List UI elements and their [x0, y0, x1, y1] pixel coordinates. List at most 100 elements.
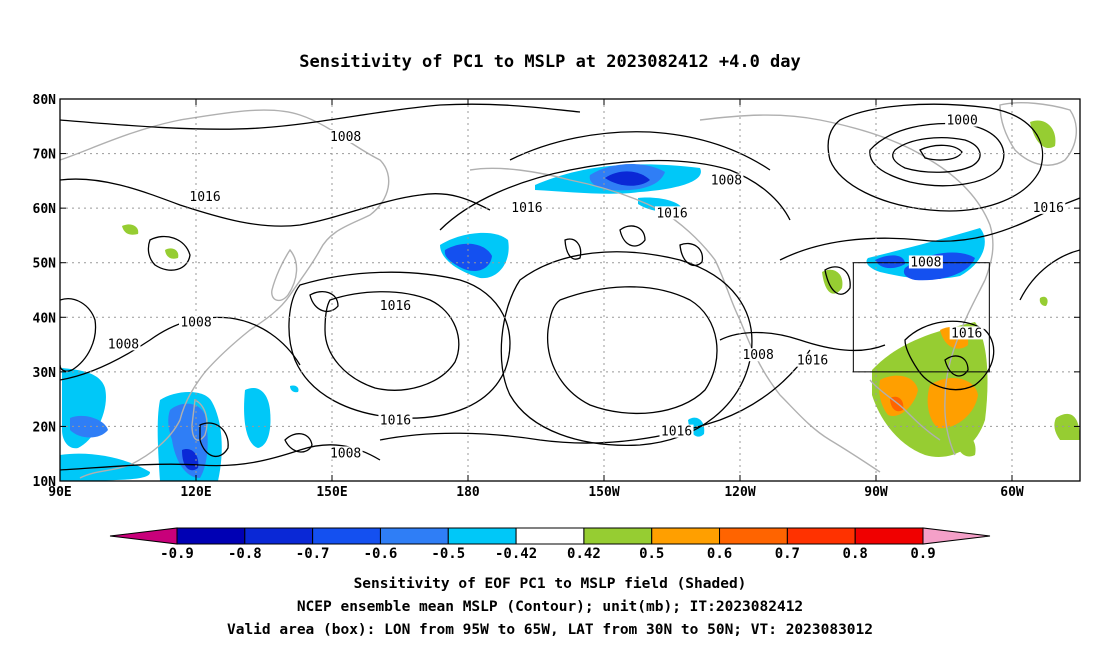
- contour-label: 1016: [656, 206, 687, 221]
- contour-labels: 1008 1016 1008 1008 1016 1016 1008 1016 1016 1008…: [106, 113, 1066, 461]
- contour-line: [824, 266, 851, 295]
- lon-tick-label: 150W: [588, 485, 619, 500]
- contour-label: 1008: [711, 174, 742, 189]
- colorbar-tick-label: 0.42: [567, 546, 601, 562]
- map-grid: [60, 99, 1080, 481]
- shade-green: [955, 433, 976, 457]
- contour-label-bg: [1031, 200, 1066, 214]
- captions: Sensitivity of EOF PC1 to MSLP field (Sh…: [227, 576, 873, 638]
- colorbar-segment: [244, 527, 314, 545]
- shade-orange: [927, 377, 978, 429]
- colorbar-segment: [719, 527, 788, 545]
- contour-label-bg: [908, 255, 943, 269]
- shade-cyan: [244, 388, 271, 448]
- map-frame: [59, 98, 1081, 482]
- colorbar-segment: [651, 527, 721, 545]
- contour-label-bg: [709, 173, 744, 187]
- colorbar-segment: [447, 527, 517, 545]
- contour-label-bg: [106, 337, 141, 351]
- contour-line: [827, 103, 1044, 212]
- shade-darkblue: [605, 171, 650, 186]
- lon-tick-label: 180: [456, 485, 480, 500]
- coastline-na-east: [944, 279, 986, 456]
- contour-label: 1016: [1033, 201, 1064, 216]
- contour-label-bg: [795, 353, 830, 367]
- colorbar-segment: [854, 527, 924, 545]
- contour-label: 1008: [330, 130, 361, 145]
- shade-green: [1030, 120, 1056, 149]
- shade-blue: [444, 243, 492, 272]
- contour-line: [324, 291, 460, 391]
- shade-cyan: [290, 385, 299, 393]
- contour-label: 1016: [380, 414, 411, 429]
- colorbar: -0.9 -0.8 -0.7 -0.6 -0.5 -0.42 0.42 0.5 0.6 0.7 0.…: [109, 527, 991, 562]
- contour-label: 1016: [661, 425, 692, 440]
- coastline-alaska: [469, 167, 881, 473]
- contour-line: [1019, 249, 1080, 301]
- coastline-philippines: [191, 398, 208, 441]
- coastline-na-north: [699, 114, 994, 281]
- lon-tick-label: 60W: [1000, 485, 1024, 500]
- contour-label-bg: [188, 189, 223, 203]
- lat-tick-label: 30N: [33, 366, 57, 381]
- contour-label: 1008: [742, 348, 773, 363]
- contour-line: [60, 178, 491, 227]
- lat-tick-label: 60N: [33, 202, 57, 217]
- coastline-gulf: [869, 379, 941, 441]
- lat-tick-label: 70N: [33, 148, 57, 163]
- contour-label: 1008: [108, 337, 139, 352]
- colorbar-segment: [379, 527, 449, 545]
- lon-tick-label: 120E: [180, 485, 211, 500]
- contour-line: [500, 251, 753, 446]
- lon-tick-label: 150E: [316, 485, 347, 500]
- contour-line: [546, 286, 718, 414]
- colorbar-segment: [583, 527, 653, 545]
- colorbar-tick-label: -0.8: [228, 546, 262, 562]
- shade-orange: [879, 375, 918, 416]
- contour-label-bg: [945, 113, 980, 127]
- contour-label-bg: [179, 315, 213, 329]
- contour-label: 1016: [189, 190, 220, 205]
- colorbar-tick-label: -0.6: [364, 546, 398, 562]
- colorbar-tick-label: -0.5: [431, 546, 465, 562]
- contour-label: 1008: [910, 255, 941, 270]
- caption-line-2: NCEP ensemble mean MSLP (Contour); unit(…: [297, 599, 803, 615]
- shade-green: [822, 269, 843, 294]
- contour-label: 1016: [951, 326, 982, 341]
- contour-line: [564, 238, 582, 260]
- contour-line: [60, 103, 581, 130]
- shade-green: [122, 224, 139, 235]
- contour-label-bg: [328, 446, 363, 460]
- lat-tick-label: 10N: [33, 475, 57, 490]
- contour-line: [869, 122, 1005, 187]
- contour-line: [379, 349, 811, 444]
- lat-tick-label: 20N: [33, 420, 57, 435]
- caption-line-3: Valid area (box): LON from 95W to 65W, L…: [227, 622, 873, 638]
- colorbar-segment: [312, 527, 381, 545]
- contour-label: 1016: [380, 299, 411, 314]
- colorbar-segment: [786, 527, 856, 545]
- contour-line: [199, 422, 229, 458]
- contour-line: [60, 444, 381, 471]
- contour-label: 1000: [946, 114, 977, 129]
- lat-tick-label: 40N: [33, 311, 57, 326]
- axis-ticks: 90E 120E 150E 180 150W 120W 90W 60W 10N 20N 30N 40N…: [33, 93, 1080, 500]
- contour-line: [919, 144, 963, 161]
- contour-line: [288, 271, 511, 419]
- contour-line: [679, 242, 704, 267]
- colorbar-arrow-left: [109, 527, 178, 545]
- contour-line: [509, 131, 771, 171]
- contour-label-bg: [659, 424, 694, 438]
- contour-line: [147, 235, 191, 271]
- colorbar-tick-label: -0.42: [495, 546, 537, 562]
- contour-label-bg: [378, 413, 413, 427]
- contour-label: 1016: [511, 201, 542, 216]
- contour-label: 1008: [330, 446, 361, 461]
- colorbar-arrow-right: [922, 527, 991, 545]
- colorbar-tick-label: 0.6: [707, 546, 732, 562]
- contour-line: [619, 225, 646, 247]
- lon-tick-label: 90W: [864, 485, 888, 500]
- contour-label-bg: [741, 348, 776, 362]
- colorbar-tick-label: -0.7: [296, 546, 330, 562]
- contour-line: [309, 291, 339, 313]
